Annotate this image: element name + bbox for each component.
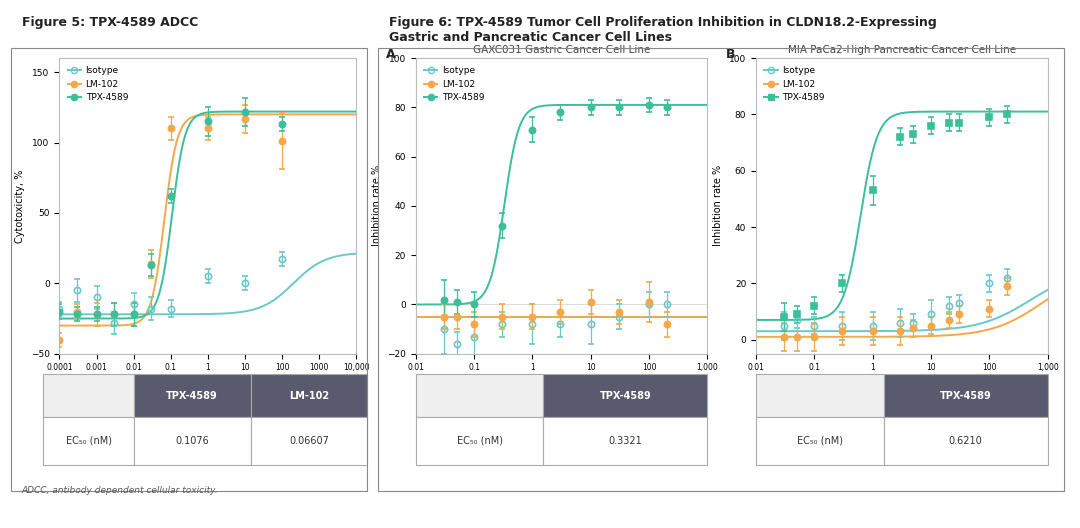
X-axis label: Conc.(nM): Conc.(nM) (534, 378, 590, 388)
Y-axis label: Inhibition rate %: Inhibition rate % (714, 165, 724, 247)
X-axis label: Conc.(nM): Conc.(nM) (180, 378, 235, 388)
Text: TPX-4589: TPX-4589 (166, 391, 218, 401)
Text: B: B (726, 48, 735, 61)
Text: A: A (386, 48, 395, 61)
Legend: Isotype, LM-102, TPX-4589: Isotype, LM-102, TPX-4589 (64, 63, 132, 106)
Legend: Isotype, LM-102, TPX-4589: Isotype, LM-102, TPX-4589 (760, 63, 828, 106)
FancyBboxPatch shape (883, 374, 1048, 417)
FancyBboxPatch shape (543, 417, 707, 465)
FancyBboxPatch shape (251, 417, 367, 465)
Text: Figure 5: TPX-4589 ADCC: Figure 5: TPX-4589 ADCC (22, 16, 198, 29)
FancyBboxPatch shape (883, 417, 1048, 465)
Text: 0.1076: 0.1076 (175, 436, 210, 446)
Y-axis label: Cytotoxicity, %: Cytotoxicity, % (15, 169, 25, 242)
FancyBboxPatch shape (756, 417, 883, 465)
Text: Figure 6: TPX-4589 Tumor Cell Proliferation Inhibition in CLDN18.2-Expressing
Ga: Figure 6: TPX-4589 Tumor Cell Proliferat… (389, 16, 936, 44)
Text: EC₅₀ (nM): EC₅₀ (nM) (66, 436, 111, 446)
Text: TPX-4589: TPX-4589 (940, 391, 991, 401)
FancyBboxPatch shape (543, 374, 707, 417)
X-axis label: Conc.(nM): Conc.(nM) (874, 378, 930, 388)
Title: GAXC031 Gastric Cancer Cell Line: GAXC031 Gastric Cancer Cell Line (473, 44, 650, 54)
FancyBboxPatch shape (251, 374, 367, 417)
FancyBboxPatch shape (416, 374, 543, 417)
Text: 0.3321: 0.3321 (608, 436, 643, 446)
Text: 0.6210: 0.6210 (948, 436, 983, 446)
FancyBboxPatch shape (43, 374, 134, 417)
Y-axis label: Inhibition rate %: Inhibition rate % (372, 165, 381, 247)
Text: ADCC, antibody dependent cellular toxicity.: ADCC, antibody dependent cellular toxici… (22, 486, 218, 495)
Legend: Isotype, LM-102, TPX-4589: Isotype, LM-102, TPX-4589 (420, 63, 488, 106)
Text: TPX-4589: TPX-4589 (599, 391, 651, 401)
FancyBboxPatch shape (43, 417, 134, 465)
FancyBboxPatch shape (134, 374, 251, 417)
FancyBboxPatch shape (756, 374, 883, 417)
Title: MIA PaCa2-High Pancreatic Cancer Cell Line: MIA PaCa2-High Pancreatic Cancer Cell Li… (787, 44, 1016, 54)
Text: LM-102: LM-102 (288, 391, 329, 401)
Text: 0.06607: 0.06607 (289, 436, 328, 446)
Text: EC₅₀ (nM): EC₅₀ (nM) (457, 436, 502, 446)
FancyBboxPatch shape (134, 417, 251, 465)
Text: EC₅₀ (nM): EC₅₀ (nM) (797, 436, 842, 446)
FancyBboxPatch shape (416, 417, 543, 465)
